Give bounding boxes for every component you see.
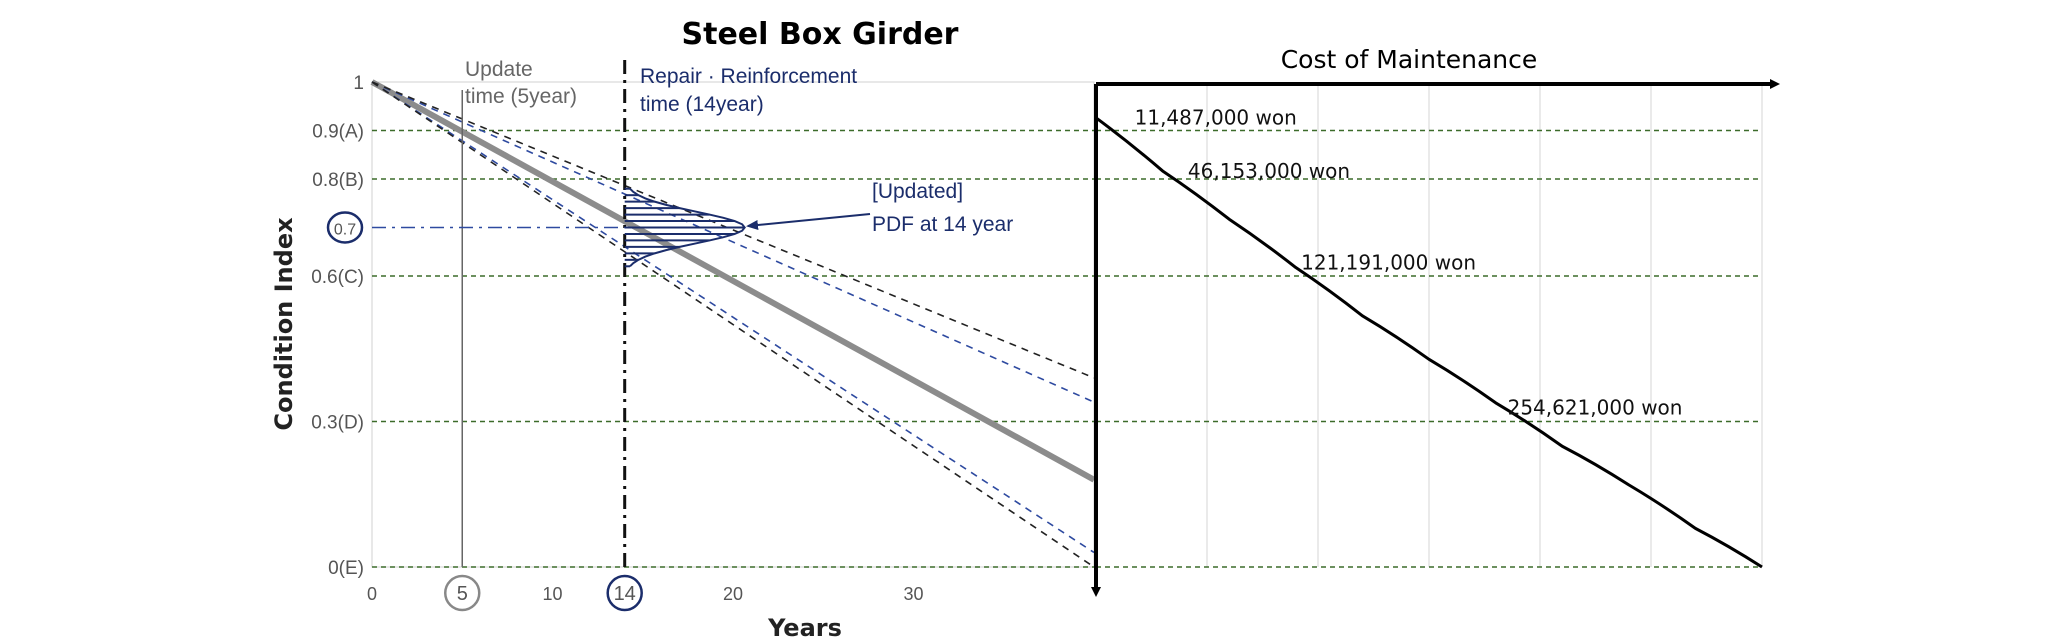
updated-pdf: [624, 187, 746, 268]
y-tick-label: 0(E): [328, 558, 364, 579]
cost-grid: [1096, 84, 1763, 568]
y-tick-label: 1: [353, 73, 364, 94]
condition-ticks: 0 5 10 14 20 30 1 0.9(A) 0.8(B) 0.7 0.6(C) 0.3(D) 0(…: [311, 73, 924, 612]
x-axis-label: Years: [767, 614, 842, 642]
pdf-annotation-line2: PDF at 14 year: [872, 213, 1013, 236]
condition-series: [370, 79, 1096, 568]
y-tick-label: 0.7: [334, 222, 356, 239]
condition-series-line: [371, 81, 1095, 379]
y-tick-label: 0.8(B): [312, 170, 364, 191]
grade-lines: [372, 129, 1094, 568]
chart-title: Steel Box Girder: [682, 17, 959, 52]
cost-title: Cost of Maintenance: [1281, 45, 1538, 74]
condition-series-line: [371, 81, 1095, 403]
y-tick-label: 0.6(C): [311, 267, 364, 288]
cost-annotation: 46,153,000 won: [1188, 159, 1350, 183]
cost-annotation: 254,621,000 won: [1508, 395, 1683, 419]
x-tick-label: 14: [614, 583, 636, 605]
x-tick-label: 5: [457, 583, 468, 605]
pdf-curve: [629, 187, 746, 268]
y-axis-label: Condition Index: [270, 217, 298, 431]
update-time-label-line2: time (5year): [465, 85, 577, 108]
x-tick-circle: [606, 574, 643, 612]
cost-annotation: 121,191,000 won: [1301, 251, 1476, 275]
x-tick-label: 10: [542, 584, 562, 604]
pdf-annotation-arrow: [746, 213, 871, 230]
cost-chart: Cost of Maintenance 11,487,000 won 46,153…: [1091, 45, 1780, 597]
repair-time-label-line1: Repair · Reinforcement: [640, 65, 857, 88]
condition-series-line: [371, 81, 1095, 568]
x-tick-label: 30: [903, 584, 923, 604]
cost-annotations: 11,487,000 won 46,153,000 won 121,191,000 …: [1135, 106, 1683, 420]
repair-time-label-line2: time (14year): [640, 93, 764, 116]
y-tick-circle: [326, 211, 364, 244]
x-tick-label: 20: [723, 584, 743, 604]
cost-annotation: 11,487,000 won: [1135, 106, 1297, 130]
x-tick-label: 0: [367, 584, 377, 604]
condition-series-line: [371, 81, 1095, 554]
condition-chart: 0 5 10 14 20 30 1 0.9(A) 0.8(B) 0.7 0.6(C) 0.3(D) 0(…: [270, 17, 1096, 642]
y-tick-label: 0.3(D): [311, 413, 364, 434]
x-tick-circle: [444, 574, 481, 612]
y-tick-label: 0.9(A): [312, 122, 364, 143]
time-markers: [372, 60, 627, 567]
update-time-label-line1: Update: [465, 58, 533, 81]
cost-curve: [1095, 116, 1763, 569]
pdf-annotation-line1: [Updated]: [872, 180, 963, 203]
condition-series-line: [370, 79, 1096, 483]
